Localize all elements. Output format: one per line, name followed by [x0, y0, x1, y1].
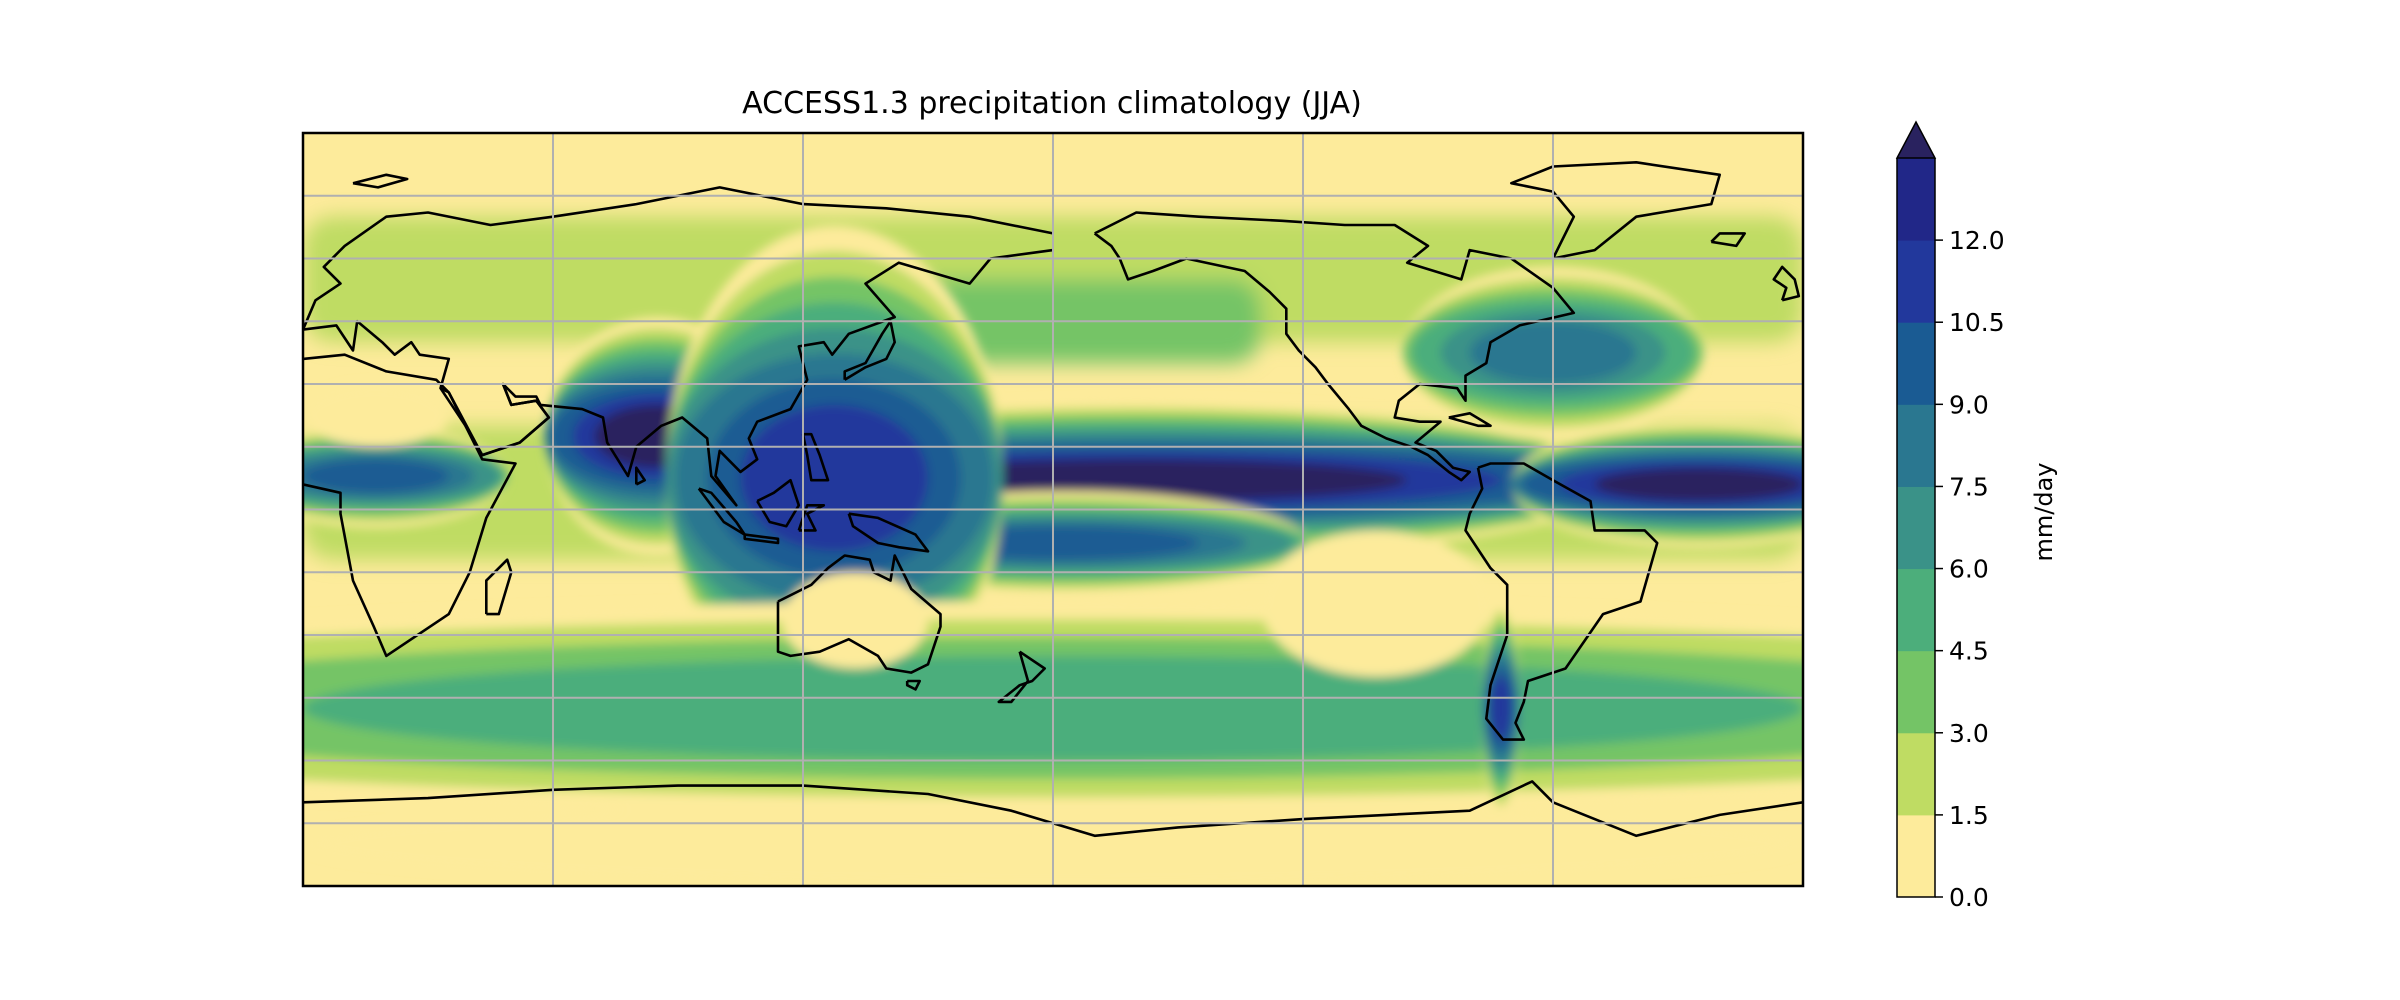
colorbar-tick-label: 6.0	[1949, 555, 1989, 584]
field-region	[782, 572, 928, 669]
coastline	[801, 432, 830, 482]
colorbar-segment	[1897, 322, 1935, 405]
coastline	[1464, 462, 1659, 741]
coastlines	[303, 161, 1803, 838]
colorbar-segment	[1897, 814, 1935, 898]
colorbar-tick-label: 12.0	[1949, 226, 2005, 255]
coastline	[303, 353, 517, 658]
coastline	[635, 466, 646, 486]
coastline	[1093, 211, 1576, 482]
coastline	[997, 650, 1046, 704]
coastline	[485, 558, 513, 616]
coastline	[697, 487, 746, 536]
colorbar: 0.0 1.5 3.0 4.5 6.0 7.5 9.0 10.5 12.0	[1895, 120, 2005, 912]
colorbar-tick-label: 9.0	[1949, 390, 1989, 419]
field-region	[740, 404, 928, 552]
coastline	[1510, 161, 1721, 260]
field-region	[1261, 530, 1491, 677]
coastline	[303, 248, 1054, 507]
field-region	[303, 459, 449, 493]
coastline	[1710, 232, 1746, 248]
colorbar-segment	[1897, 158, 1935, 241]
chart-title: ACCESS1.3 precipitation climatology (JJA…	[742, 86, 1362, 121]
field-region	[1594, 467, 1803, 502]
colorbar-tick-label: 1.5	[1949, 801, 1989, 830]
colorbar-tick-label: 0.0	[1949, 883, 1989, 912]
colorbar-segment	[1897, 240, 1935, 323]
coastline	[1448, 412, 1492, 428]
coastline	[303, 780, 1803, 838]
coastline	[905, 679, 921, 691]
field-region	[1490, 676, 1512, 740]
colorbar-segment	[1897, 732, 1935, 816]
field-region	[303, 384, 449, 447]
coastline	[303, 186, 1054, 331]
coastline	[756, 478, 801, 528]
coastline	[847, 512, 930, 553]
coastline	[439, 383, 551, 457]
coastline	[776, 554, 942, 674]
colorbar-tick-label: 7.5	[1949, 472, 1989, 501]
coastline	[1772, 265, 1801, 302]
map-panel	[301, 131, 1805, 888]
coastline	[743, 533, 780, 545]
colorbar-tick-label: 3.0	[1949, 719, 1989, 748]
coastline	[352, 173, 409, 189]
colorbar-label: mm/day	[2030, 463, 2058, 562]
colorbar-frame	[1896, 158, 1936, 898]
colorbar-segment	[1897, 568, 1935, 652]
colorbar-extend-arrow	[1895, 120, 1937, 159]
colorbar-tick-label: 4.5	[1949, 637, 1989, 666]
colorbar-tick-label: 10.5	[1949, 308, 2005, 337]
colorbar-segment	[1897, 650, 1935, 734]
gridlines	[303, 133, 1803, 886]
colorbar-segment	[1897, 486, 1935, 570]
map-frame	[301, 131, 1805, 888]
colorbar-segment	[1897, 404, 1935, 487]
